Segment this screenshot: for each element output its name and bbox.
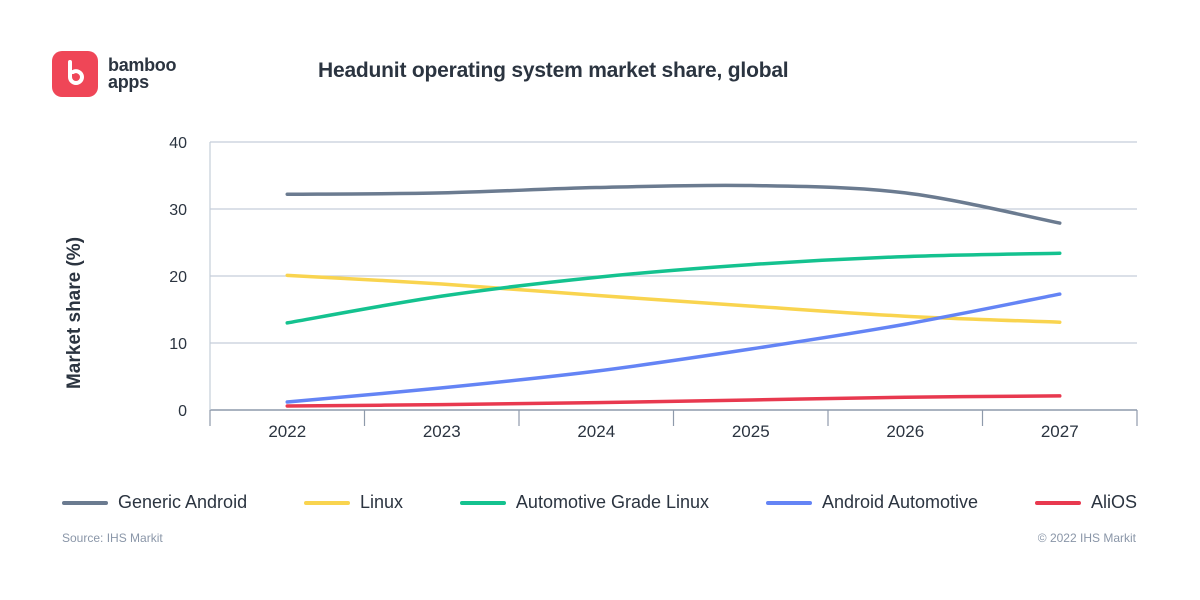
series-line-android-automotive (285, 292, 1062, 404)
legend-swatch (1034, 500, 1081, 505)
brand-name-line1: bamboo (108, 55, 177, 75)
brand-name: bamboo apps (108, 55, 177, 92)
y-tick-label: 20 (169, 269, 187, 286)
legend-label: AliOS (1090, 492, 1137, 512)
series-lines (285, 183, 1062, 408)
legend-item: Linux (303, 492, 404, 513)
series-line-generic-android (285, 183, 1062, 225)
chart-title: Headunit operating system market share, … (318, 59, 789, 82)
legend-label: Linux (359, 492, 404, 512)
brand-name-line2: apps (108, 72, 149, 92)
chart-legend: Generic Android Linux Automotive Grade Lin… (62, 492, 1137, 513)
x-tick-label: 2026 (886, 422, 924, 441)
gridlines (209, 141, 1137, 411)
x-tick-label: 2024 (577, 422, 615, 441)
legend-swatch (303, 500, 350, 505)
legend-label: Automotive Grade Linux (515, 492, 710, 512)
series-line-automotive-grade-linux (285, 251, 1062, 325)
legend-item: Android Automotive (765, 492, 979, 513)
copyright-note: © 2022 IHS Markit (1037, 531, 1136, 545)
legend-label: Generic Android (118, 492, 248, 512)
legend-item: Automotive Grade Linux (459, 492, 710, 513)
source-note: Source: IHS Markit (62, 531, 163, 545)
bamboo-apps-logo-icon (52, 51, 98, 97)
brand-logo: bamboo apps (52, 51, 177, 97)
x-tick-label: 2025 (732, 422, 770, 441)
x-tick-label: 2023 (423, 422, 461, 441)
legend-item: AliOS (1034, 492, 1137, 513)
y-tick-label: 10 (169, 336, 187, 353)
y-tick-label: 0 (178, 403, 187, 420)
series-line-alios (285, 394, 1062, 408)
legend-swatch (459, 500, 506, 505)
x-tick-label: 2027 (1041, 422, 1079, 441)
legend-item: Generic Android (62, 492, 247, 513)
legend-swatch (765, 500, 812, 505)
series-line-linux (285, 273, 1062, 324)
legend-label: Android Automotive (821, 492, 979, 512)
legend-swatch (62, 500, 108, 505)
y-tick-label: 40 (169, 135, 187, 152)
axes: 0 10 20 30 40 2022 2023 2024 2025 2026 2027 (169, 135, 1138, 441)
x-tick-label: 2022 (268, 422, 306, 441)
y-tick-label: 30 (169, 202, 187, 219)
